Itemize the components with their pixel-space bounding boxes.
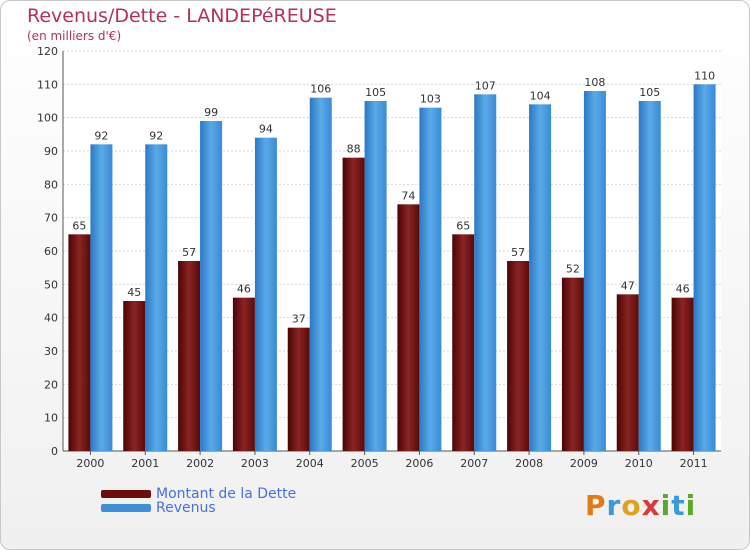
data-label-revenus: 105 bbox=[639, 86, 660, 99]
bar-revenus bbox=[474, 94, 497, 451]
data-label-revenus: 92 bbox=[94, 129, 108, 142]
bar-dette bbox=[287, 327, 310, 451]
data-label-revenus: 92 bbox=[149, 129, 163, 142]
x-tick-label: 2002 bbox=[186, 457, 214, 470]
y-tick-label: 20 bbox=[44, 378, 58, 391]
y-tick-label: 90 bbox=[44, 145, 58, 158]
data-label-dette: 46 bbox=[237, 283, 251, 296]
x-tick-label: 2011 bbox=[680, 457, 708, 470]
data-label-dette: 37 bbox=[292, 313, 306, 326]
y-tick-label: 10 bbox=[44, 412, 58, 425]
data-label-revenus: 103 bbox=[420, 93, 441, 106]
logo-letter: r bbox=[606, 489, 622, 522]
chart-subtitle: (en milliers d'€) bbox=[27, 29, 122, 43]
y-tick-label: 0 bbox=[51, 445, 58, 458]
bar-revenus bbox=[90, 144, 113, 452]
data-label-revenus: 104 bbox=[530, 89, 551, 102]
x-tick-label: 2009 bbox=[570, 457, 598, 470]
bar-revenus bbox=[583, 91, 606, 451]
legend-label-dette: Montant de la Dette bbox=[156, 486, 297, 502]
bar-revenus bbox=[309, 97, 332, 452]
y-tick-label: 30 bbox=[44, 345, 58, 358]
data-label-dette: 46 bbox=[676, 283, 690, 296]
x-tick-label: 2003 bbox=[241, 457, 269, 470]
bar-dette bbox=[342, 157, 365, 451]
data-label-dette: 57 bbox=[182, 246, 196, 259]
data-label-revenus: 110 bbox=[694, 69, 715, 82]
data-label-dette: 65 bbox=[456, 219, 470, 232]
y-tick-label: 100 bbox=[37, 112, 58, 125]
legend-swatch-dette bbox=[101, 490, 151, 498]
data-label-revenus: 108 bbox=[584, 76, 605, 89]
data-label-revenus: 99 bbox=[204, 106, 218, 119]
chart-title: Revenus/Dette - LANDEPéREUSE bbox=[27, 5, 337, 27]
logo-letter: x bbox=[641, 489, 661, 522]
bar-revenus bbox=[200, 121, 223, 451]
data-label-dette: 88 bbox=[347, 143, 361, 156]
y-tick-label: 60 bbox=[44, 245, 58, 258]
x-tick-label: 2004 bbox=[296, 457, 324, 470]
bar-revenus bbox=[529, 104, 552, 451]
bar-revenus bbox=[145, 144, 168, 452]
data-label-revenus: 94 bbox=[259, 123, 273, 136]
x-tick-label: 2010 bbox=[625, 457, 653, 470]
logo-letter: P bbox=[585, 489, 607, 522]
x-tick-label: 2006 bbox=[405, 457, 433, 470]
bar-dette bbox=[452, 234, 475, 451]
logo-letter: i bbox=[660, 489, 672, 522]
y-tick-label: 70 bbox=[44, 212, 58, 225]
bar-revenus bbox=[693, 84, 716, 451]
bar-dette bbox=[68, 234, 91, 451]
data-label-revenus: 107 bbox=[475, 79, 496, 92]
data-label-dette: 74 bbox=[401, 189, 415, 202]
data-label-dette: 52 bbox=[566, 263, 580, 276]
bar-dette bbox=[507, 261, 530, 451]
data-label-dette: 45 bbox=[127, 286, 141, 299]
legend-swatch-revenus bbox=[101, 504, 151, 512]
data-label-revenus: 106 bbox=[310, 83, 331, 96]
logo-letter: i bbox=[685, 489, 697, 522]
x-tick-label: 2000 bbox=[76, 457, 104, 470]
y-tick-label: 120 bbox=[37, 45, 58, 58]
bar-revenus bbox=[638, 101, 661, 451]
bar-revenus bbox=[254, 137, 277, 451]
x-tick-label: 2008 bbox=[515, 457, 543, 470]
x-tick-label: 2005 bbox=[351, 457, 379, 470]
y-tick-label: 80 bbox=[44, 178, 58, 191]
data-label-dette: 57 bbox=[511, 246, 525, 259]
data-label-dette: 65 bbox=[72, 219, 86, 232]
bar-dette bbox=[561, 277, 584, 451]
bar-dette bbox=[123, 301, 146, 451]
proxiti-logo: Proxiti bbox=[585, 489, 696, 522]
data-label-dette: 47 bbox=[621, 279, 635, 292]
bar-dette bbox=[671, 297, 694, 451]
data-label-revenus: 105 bbox=[365, 86, 386, 99]
y-tick-label: 110 bbox=[37, 78, 58, 91]
bar-dette bbox=[178, 261, 201, 451]
y-tick-label: 50 bbox=[44, 278, 58, 291]
x-tick-label: 2001 bbox=[131, 457, 159, 470]
bar-dette bbox=[397, 204, 420, 451]
x-tick-label: 2007 bbox=[460, 457, 488, 470]
logo-letter: o bbox=[621, 489, 642, 522]
bar-revenus bbox=[419, 107, 442, 452]
y-tick-label: 40 bbox=[44, 312, 58, 325]
bar-dette bbox=[616, 294, 639, 451]
bar-dette bbox=[232, 297, 255, 451]
logo-letter: t bbox=[671, 489, 686, 522]
bar-revenus bbox=[364, 101, 387, 451]
legend-label-revenus: Revenus bbox=[156, 500, 216, 516]
